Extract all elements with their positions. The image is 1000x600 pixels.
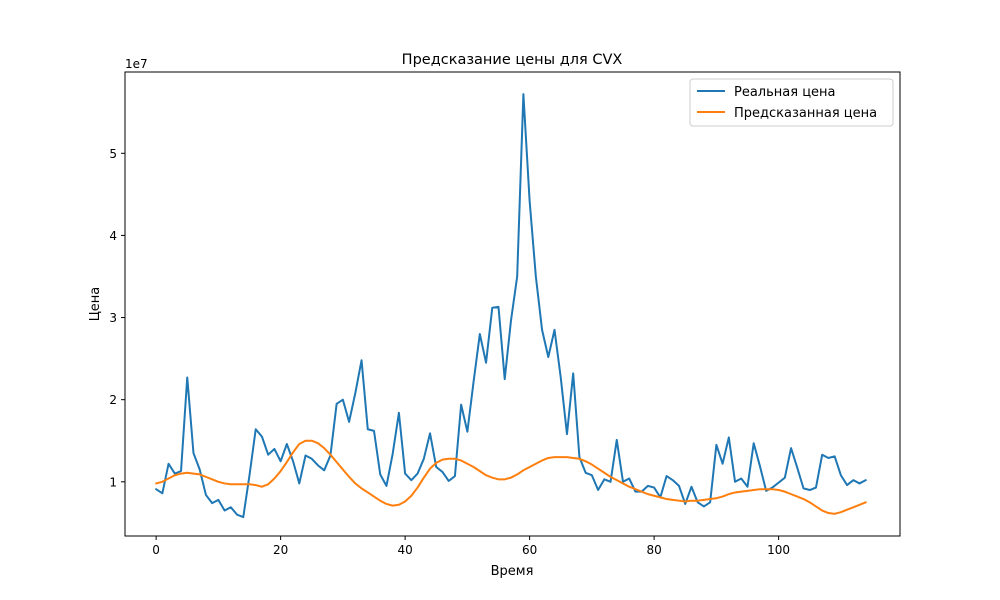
series-layer: [155, 93, 867, 519]
x-tick-label: 60: [522, 543, 537, 557]
y-tick-label: 3: [109, 311, 117, 325]
y-tick-label: 4: [109, 229, 117, 243]
y-axis-ticks: 1 2 3 4 5: [109, 147, 125, 489]
x-axis-ticks: 0 20 40 60 80 100: [152, 536, 790, 557]
chart-title: Предсказание цены для CVX: [402, 52, 623, 68]
y-tick-label: 5: [109, 147, 117, 161]
legend-label-predicted-price: Предсказанная цена: [734, 106, 877, 121]
legend: Реальная цена Предсказанная цена: [689, 78, 894, 127]
legend-box: [689, 78, 894, 127]
series-line-predicted-price: [155, 439, 867, 515]
x-axis-label: Время: [491, 564, 534, 579]
x-tick-label: 100: [767, 543, 790, 557]
legend-label-real-price: Реальная цена: [734, 85, 836, 100]
x-tick-label: 0: [152, 543, 160, 557]
y-axis-label: Цена: [88, 287, 103, 322]
x-tick-label: 20: [273, 543, 288, 557]
y-tick-label: 1: [109, 475, 117, 489]
y-scale-offset-label: 1e7: [125, 57, 148, 71]
x-tick-label: 80: [646, 543, 661, 557]
plot-frame: [124, 71, 901, 537]
y-tick-label: 2: [109, 393, 117, 407]
x-tick-label: 40: [397, 543, 412, 557]
series-line-real-price: [155, 93, 867, 519]
